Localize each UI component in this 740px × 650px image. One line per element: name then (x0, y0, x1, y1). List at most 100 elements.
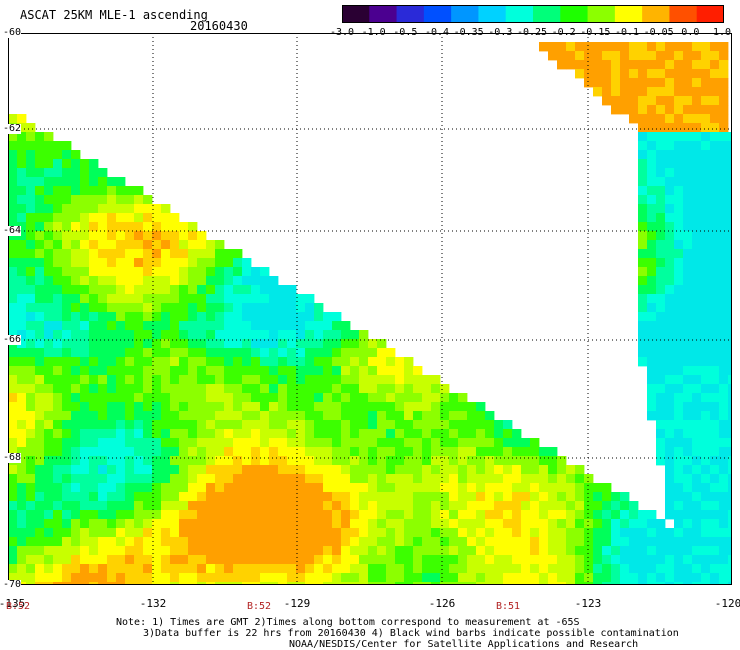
data-cell (683, 528, 693, 538)
data-cell (206, 465, 216, 475)
data-cell (62, 411, 72, 421)
data-cell (692, 303, 702, 313)
data-cell (215, 348, 225, 358)
data-cell (53, 186, 63, 196)
data-cell (728, 357, 732, 367)
data-cell (89, 564, 99, 574)
data-cell (683, 150, 693, 160)
data-cell (116, 357, 126, 367)
data-cell (161, 537, 171, 547)
data-cell (107, 321, 117, 331)
data-cell (107, 348, 117, 358)
data-cell (323, 573, 333, 583)
data-cell (143, 348, 153, 358)
data-cell (323, 321, 333, 331)
data-cell (170, 438, 180, 448)
data-cell (233, 375, 243, 385)
data-cell (89, 222, 99, 232)
data-cell (269, 276, 279, 286)
data-cell (647, 123, 657, 133)
data-cell (35, 249, 45, 259)
data-cell (8, 384, 18, 394)
data-cell (467, 474, 477, 484)
data-cell (53, 348, 63, 358)
data-cell (665, 87, 675, 97)
data-cell (116, 177, 126, 187)
data-cell (44, 330, 54, 340)
data-cell (215, 294, 225, 304)
data-cell (71, 528, 81, 538)
data-cell (710, 141, 720, 151)
data-cell (611, 60, 621, 70)
data-cell (269, 285, 279, 295)
lat-label: -60 (3, 27, 22, 38)
data-cell (647, 42, 657, 52)
data-cell (728, 267, 732, 277)
data-cell (8, 510, 18, 520)
data-cell (17, 303, 27, 313)
data-cell (683, 402, 693, 412)
lon-label: -120 (714, 597, 740, 610)
data-cell (656, 402, 666, 412)
data-cell (98, 555, 108, 565)
data-cell (242, 303, 252, 313)
data-cell (8, 258, 18, 268)
data-cell (386, 456, 396, 466)
data-cell (71, 483, 81, 493)
data-cell (638, 564, 648, 574)
data-cell (224, 501, 234, 511)
data-cell (611, 528, 621, 538)
data-cell (170, 501, 180, 511)
data-cell (8, 420, 18, 430)
data-cell (134, 438, 144, 448)
color-scale-label: -3.0 (329, 27, 355, 38)
data-cell (170, 537, 180, 547)
data-cell (125, 546, 135, 556)
data-cell (125, 195, 135, 205)
data-cell (647, 240, 657, 250)
data-cell (125, 249, 135, 259)
data-cell (359, 438, 369, 448)
data-cell (53, 411, 63, 421)
data-cell (53, 312, 63, 322)
data-cell (692, 420, 702, 430)
data-cell (575, 69, 585, 79)
data-cell (710, 78, 720, 88)
data-cell (314, 528, 324, 538)
data-cell (701, 150, 711, 160)
data-cell (287, 303, 297, 313)
data-cell (656, 573, 666, 583)
data-cell (125, 564, 135, 574)
data-cell (512, 483, 522, 493)
data-cell (224, 303, 234, 313)
data-cell (638, 42, 648, 52)
data-cell (602, 528, 612, 538)
data-cell (719, 285, 729, 295)
data-cell (557, 501, 567, 511)
data-cell (404, 537, 414, 547)
data-cell (278, 402, 288, 412)
data-cell (683, 132, 693, 142)
data-cell (53, 357, 63, 367)
data-cell (368, 357, 378, 367)
data-cell (53, 204, 63, 214)
data-cell (620, 105, 630, 115)
data-cell (170, 582, 180, 585)
data-cell (656, 60, 666, 70)
data-cell (683, 141, 693, 151)
data-cell (278, 510, 288, 520)
data-cell (26, 222, 36, 232)
data-cell (566, 564, 576, 574)
data-cell (26, 195, 36, 205)
data-cell (179, 240, 189, 250)
data-cell (134, 375, 144, 385)
data-cell (287, 456, 297, 466)
data-cell (98, 438, 108, 448)
data-cell (242, 537, 252, 547)
data-cell (305, 510, 315, 520)
data-cell (251, 582, 261, 585)
data-cell (674, 42, 684, 52)
data-cell (242, 492, 252, 502)
data-cell (26, 537, 36, 547)
data-cell (116, 348, 126, 358)
